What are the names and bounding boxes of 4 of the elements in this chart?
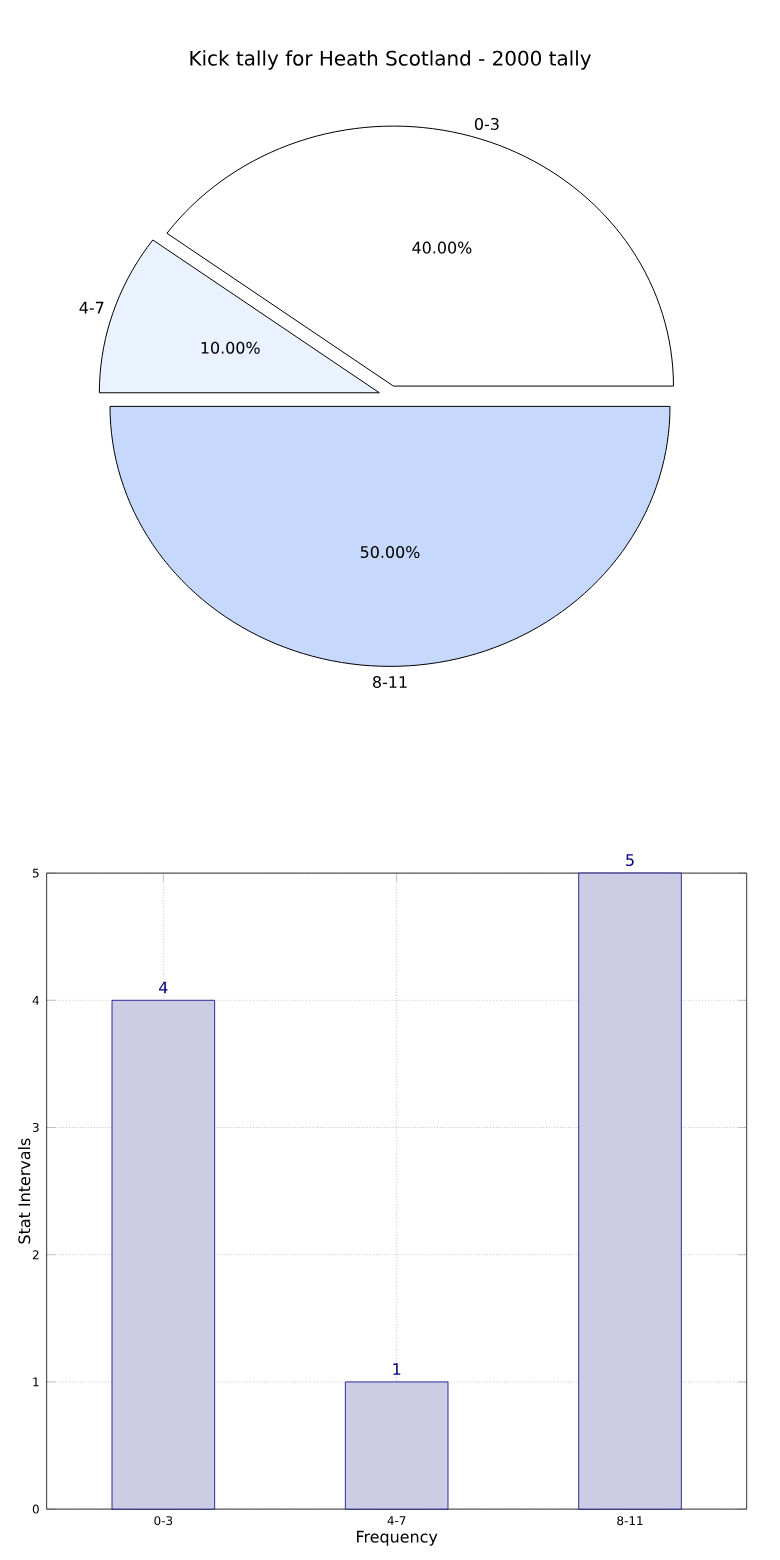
bar [578,872,682,1510]
bar [344,1381,449,1510]
chart-title: Kick tally for Heath Scotland - 2000 tally [190,50,591,70]
bar [111,999,216,1510]
